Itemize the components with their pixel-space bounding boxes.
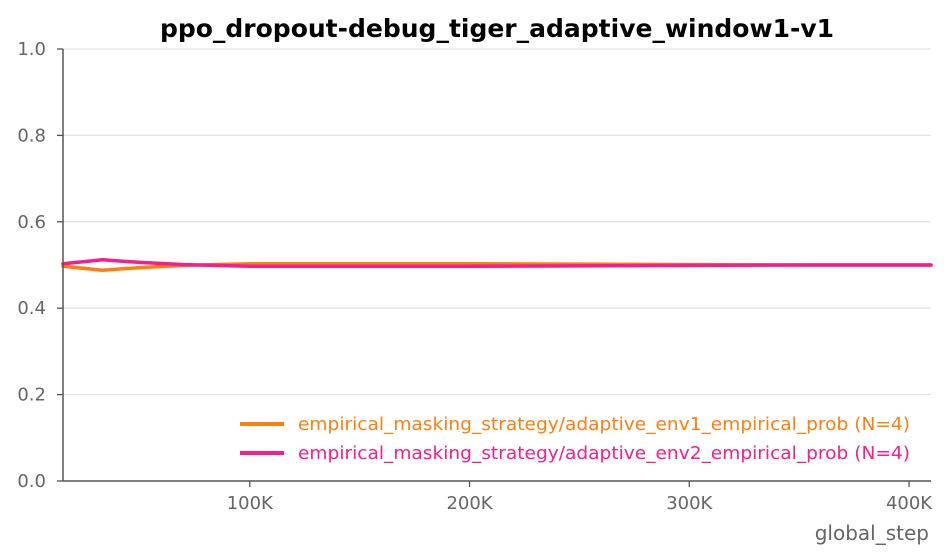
series-line-2 (61, 258, 933, 269)
x-tick-label: 300K (666, 493, 713, 514)
grid-lines (63, 48, 931, 396)
y-tick-label: 0.8 (17, 125, 46, 146)
chart-title: ppo_dropout-debug_tiger_adaptive_window1… (160, 14, 834, 43)
y-tick-label: 0.4 (17, 298, 46, 319)
y-tick-label: 1.0 (17, 39, 46, 60)
x-tick-labels: 100K 200K 300K 400K (227, 481, 933, 514)
legend-item-1[interactable]: empirical_masking_strategy/adaptive_env1… (240, 414, 910, 435)
x-axis-label: global_step (815, 521, 929, 545)
x-tick-label: 400K (886, 493, 933, 514)
axes (62, 49, 931, 482)
series-lines (61, 258, 933, 272)
legend-label: empirical_masking_strategy/adaptive_env1… (298, 414, 910, 435)
x-tick-label: 100K (227, 493, 274, 514)
x-tick-label: 200K (446, 493, 493, 514)
legend[interactable]: empirical_masking_strategy/adaptive_env1… (240, 414, 910, 464)
y-tick-label: 0.6 (17, 212, 46, 233)
legend-item-2[interactable]: empirical_masking_strategy/adaptive_env2… (240, 443, 910, 464)
y-tick-label: 0.0 (17, 471, 46, 492)
y-tick-labels: 0.0 0.2 0.4 0.6 0.8 1.0 (17, 39, 63, 492)
legend-label: empirical_masking_strategy/adaptive_env2… (298, 443, 910, 464)
y-tick-label: 0.2 (17, 385, 46, 406)
